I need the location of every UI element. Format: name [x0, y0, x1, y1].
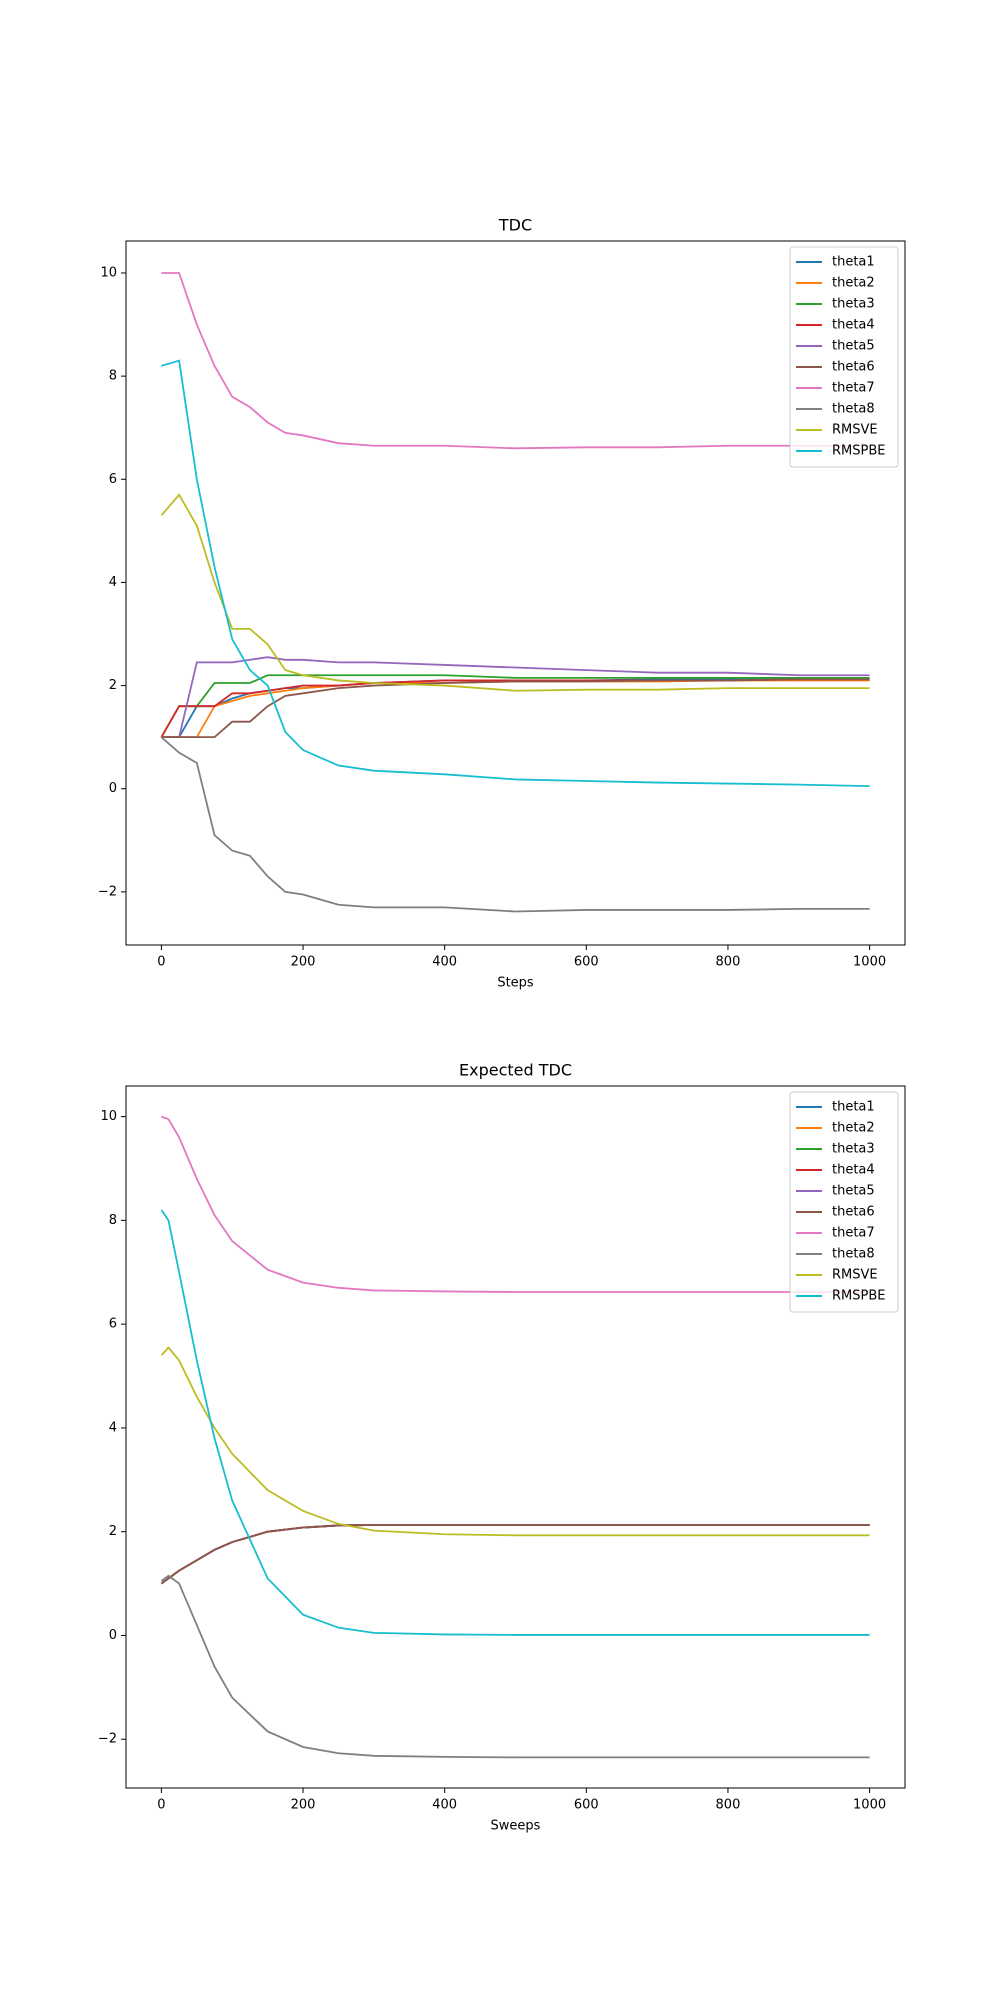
legend-label: theta8 — [832, 1247, 875, 1262]
plot-frame — [125, 240, 906, 946]
x-tick-label: 400 — [432, 1798, 457, 1813]
legend-box — [789, 246, 899, 468]
x-tick-label: 600 — [574, 955, 599, 970]
legend-label: theta7 — [832, 381, 875, 396]
y-tick-label: 10 — [100, 265, 117, 280]
data-line — [161, 1115, 870, 1293]
x-tick-label: 1000 — [853, 955, 886, 970]
y-tick-label: 6 — [109, 1317, 117, 1332]
y-tick-label: 4 — [109, 575, 117, 590]
x-tick-label: 200 — [291, 955, 316, 970]
legend-label: theta2 — [832, 1121, 875, 1136]
y-tick-label: 4 — [109, 1420, 117, 1435]
x-tick-label: 800 — [716, 955, 741, 970]
data-line — [161, 359, 870, 788]
data-line — [160, 1209, 870, 1636]
x-tick-label: 0 — [157, 1798, 165, 1813]
legend-label: theta7 — [832, 1226, 875, 1241]
data-line — [160, 1524, 870, 1585]
legend-label: theta1 — [832, 1100, 875, 1115]
data-line — [160, 1524, 870, 1585]
legend-label: theta5 — [832, 1184, 875, 1199]
legend-label: theta6 — [832, 360, 875, 375]
plot-frame — [125, 1085, 906, 1789]
y-tick-label: 2 — [109, 1524, 117, 1539]
legend-label: RMSPBE — [832, 444, 885, 459]
data-line — [160, 1524, 870, 1585]
data-line — [160, 1346, 870, 1537]
legend-box — [789, 1091, 899, 1313]
legend-label: theta5 — [832, 339, 875, 354]
legend-label: theta2 — [832, 276, 875, 291]
legend-label: theta1 — [832, 255, 875, 270]
data-line — [160, 674, 870, 738]
y-tick-label: 6 — [109, 472, 117, 487]
x-tick-label: 600 — [574, 1798, 599, 1813]
legend-label: theta3 — [832, 1142, 875, 1157]
chart-title: Expected TDC — [459, 1061, 572, 1080]
data-line — [160, 1524, 870, 1585]
y-tick-label: 0 — [109, 1628, 117, 1643]
y-tick-label: −2 — [98, 1732, 117, 1747]
data-line — [160, 493, 870, 692]
x-tick-label: 200 — [291, 1798, 316, 1813]
legend-label: theta6 — [832, 1205, 875, 1220]
y-tick-label: 8 — [109, 369, 117, 384]
legend-label: theta4 — [832, 318, 875, 333]
legend-label: theta8 — [832, 402, 875, 417]
x-tick-label: 800 — [716, 1798, 741, 1813]
y-tick-label: 2 — [109, 678, 117, 693]
y-tick-label: 8 — [109, 1213, 117, 1228]
data-line — [160, 1574, 870, 1759]
data-line — [160, 736, 870, 913]
legend-label: RMSVE — [832, 1268, 878, 1283]
data-line — [161, 272, 870, 450]
y-tick-label: 0 — [109, 781, 117, 796]
y-tick-label: 10 — [100, 1109, 117, 1124]
legend-label: theta4 — [832, 1163, 875, 1178]
data-line — [160, 1524, 870, 1585]
x-tick-label: 0 — [157, 955, 165, 970]
x-tick-label: 1000 — [853, 1798, 886, 1813]
data-line — [160, 1524, 870, 1585]
data-line — [161, 656, 870, 739]
x-axis-label: Steps — [497, 976, 534, 991]
legend-label: theta3 — [832, 297, 875, 312]
legend-label: RMSPBE — [832, 1289, 885, 1304]
x-axis-label: Sweeps — [491, 1819, 541, 1834]
y-tick-label: −2 — [98, 884, 117, 899]
legend-label: RMSVE — [832, 423, 878, 438]
data-line — [161, 678, 870, 739]
chart-title: TDC — [498, 216, 532, 235]
x-tick-label: 400 — [432, 955, 457, 970]
